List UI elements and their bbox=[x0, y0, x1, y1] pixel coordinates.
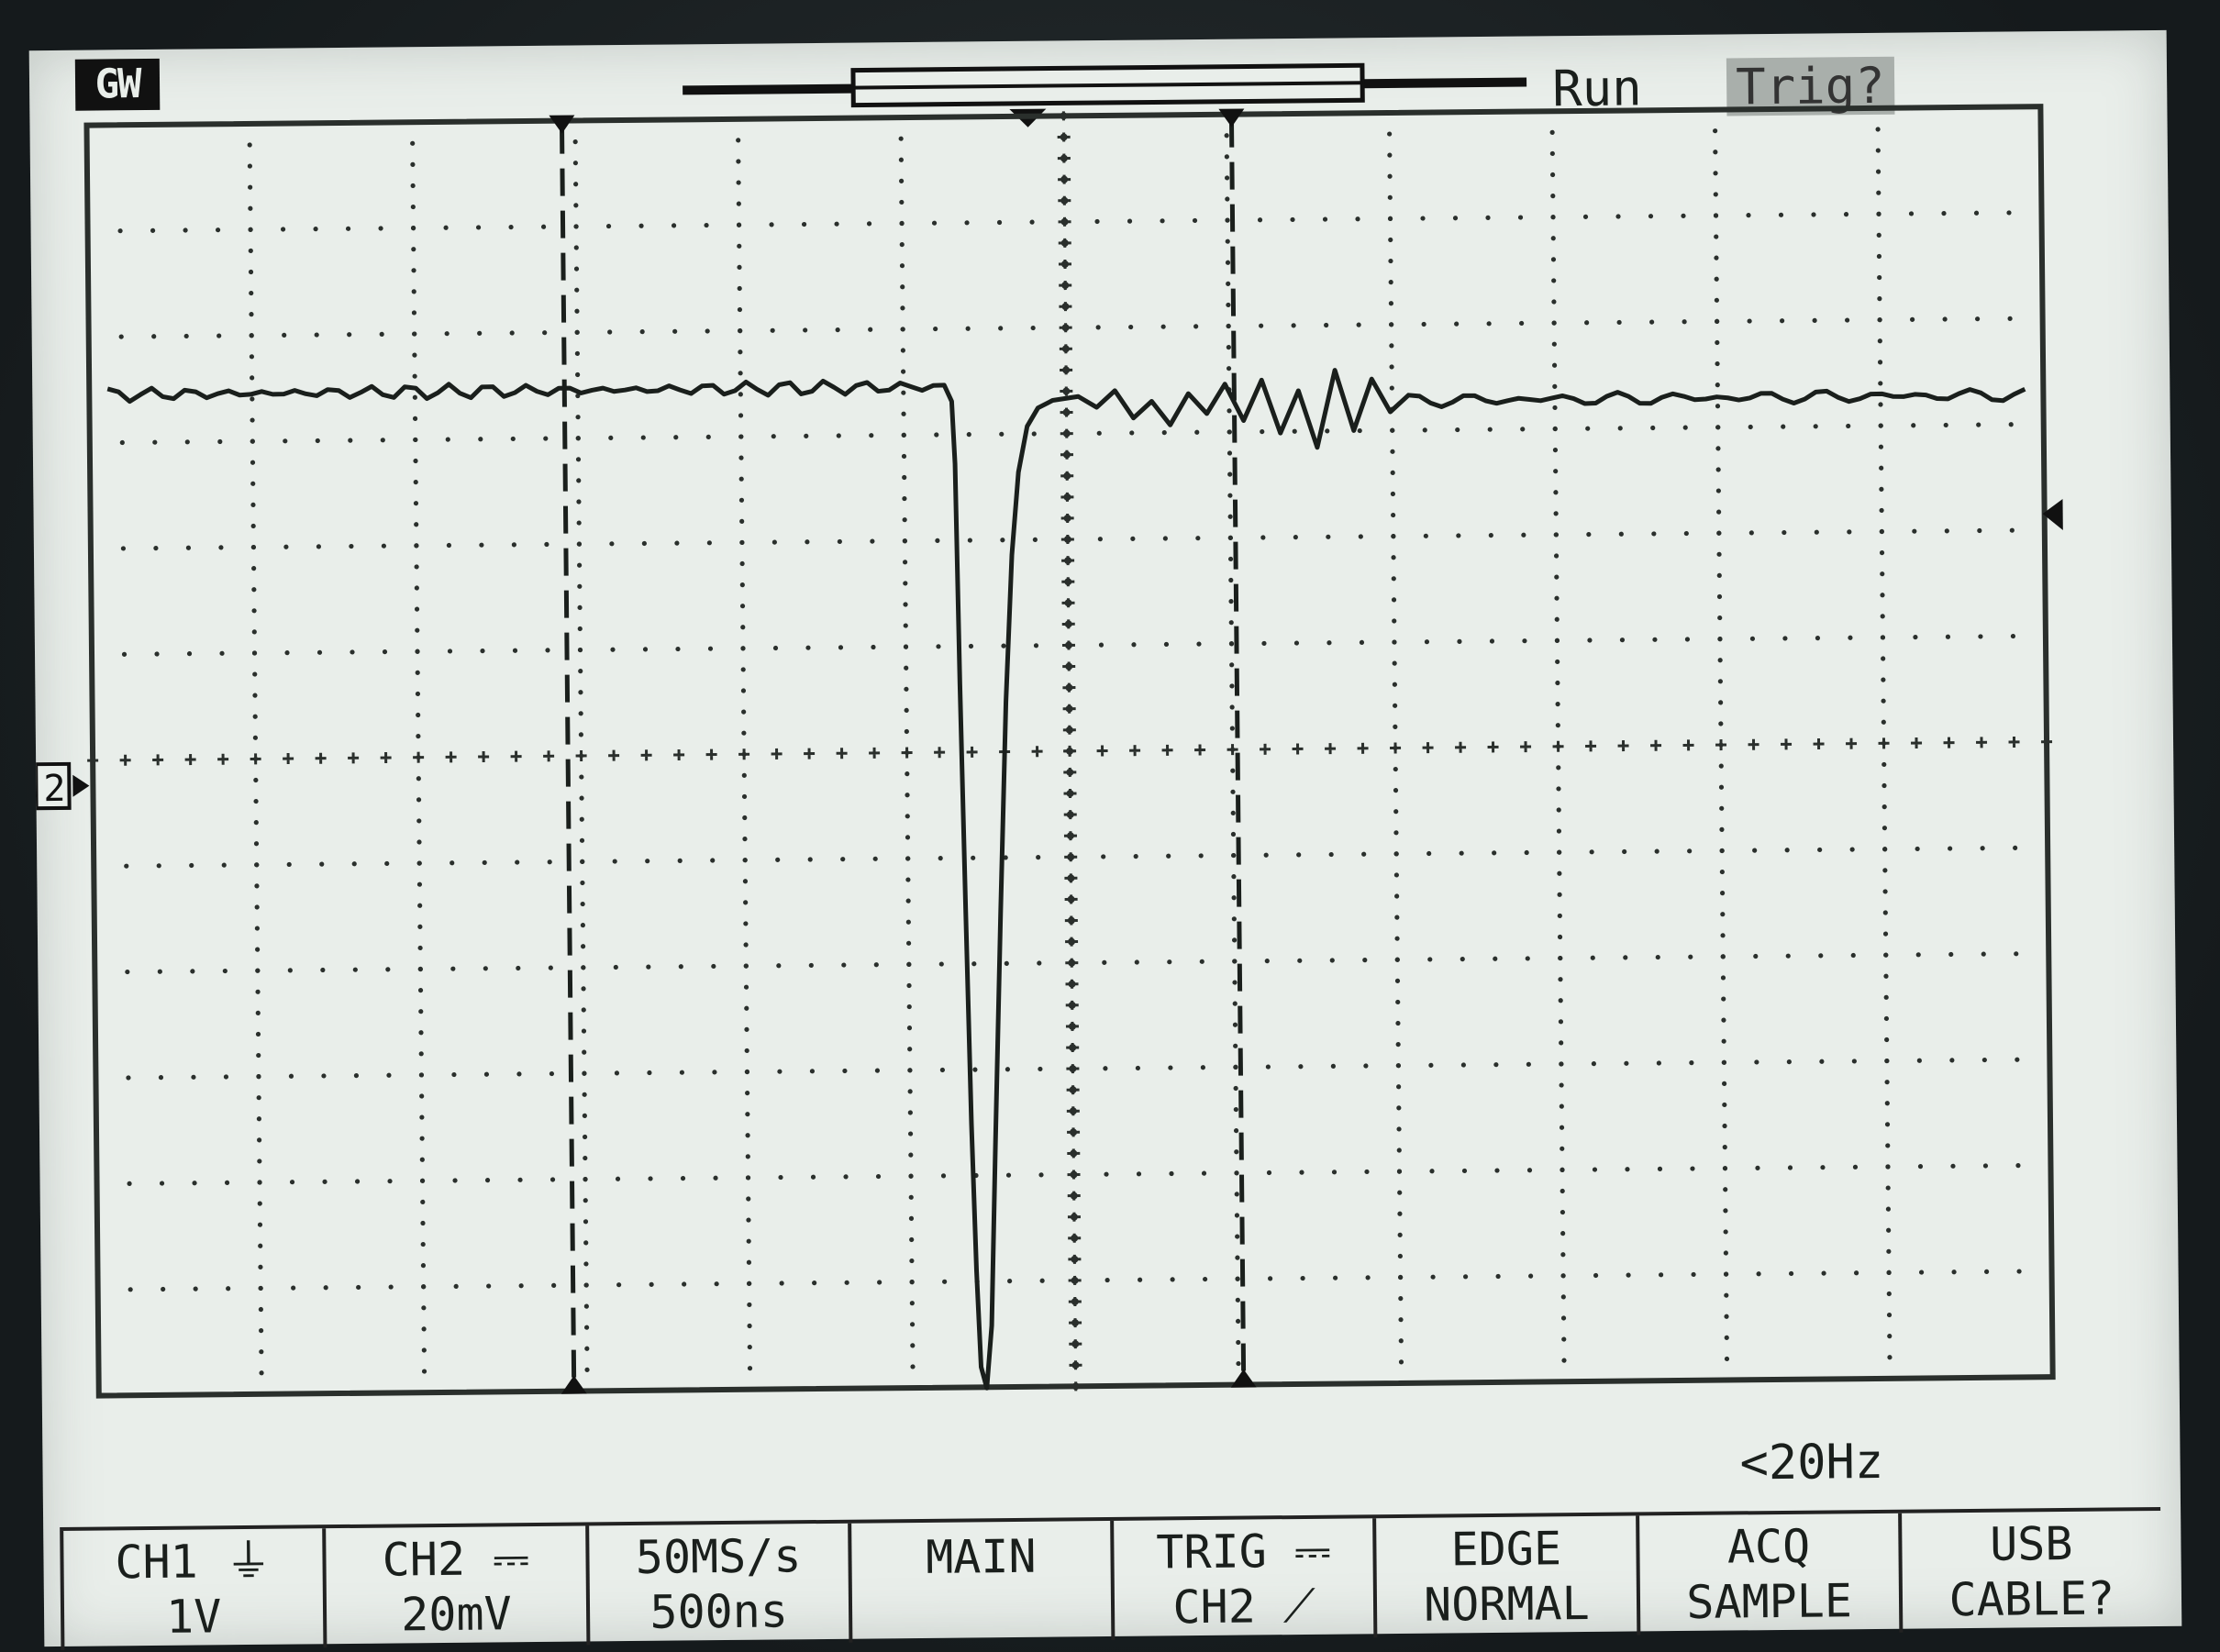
channel-2-marker: 2 bbox=[36, 764, 89, 811]
graticule-grid bbox=[81, 102, 2058, 1400]
softkey-label: ACQ bbox=[1727, 1519, 1811, 1575]
softkey-ch2[interactable]: CH2 ⎓ 20mV bbox=[322, 1525, 585, 1647]
softkey-menu: CH1 ⏚ 1V CH2 ⎓ 20mV 50MS/s 500ns MAIN TR… bbox=[60, 1507, 2161, 1650]
softkey-edge[interactable]: EDGE NORMAL bbox=[1372, 1515, 1636, 1637]
svg-text:2: 2 bbox=[43, 768, 66, 810]
softkey-timebase[interactable]: 50MS/s 500ns bbox=[585, 1524, 849, 1646]
softkey-ch1[interactable]: CH1 ⏚ 1V bbox=[60, 1528, 323, 1650]
softkey-trigger[interactable]: TRIG ⎓ CH2 ⟋ bbox=[1110, 1518, 1373, 1640]
softkey-usb[interactable]: USB CABLE? bbox=[1898, 1511, 2161, 1633]
softkey-value: NORMAL bbox=[1424, 1576, 1590, 1633]
softkey-value: 500ns bbox=[649, 1583, 788, 1639]
softkey-value: 20mV bbox=[401, 1586, 512, 1642]
trigger-frequency-readout: <20Hz bbox=[1739, 1435, 1883, 1491]
softkey-value: 1V bbox=[166, 1589, 222, 1645]
softkey-label: 50MS/s bbox=[636, 1528, 802, 1585]
softkey-label: CH2 ⎓ bbox=[382, 1531, 529, 1588]
softkey-label: USB bbox=[1990, 1516, 2073, 1572]
softkey-value: CABLE? bbox=[1948, 1570, 2115, 1627]
softkey-label: MAIN bbox=[926, 1529, 1037, 1585]
softkey-main[interactable]: MAIN bbox=[848, 1521, 1111, 1643]
softkey-value: CH2 ⟋ bbox=[1172, 1579, 1315, 1635]
softkey-value: SAMPLE bbox=[1686, 1573, 1852, 1630]
softkey-label: TRIG ⎓ bbox=[1156, 1524, 1331, 1580]
softkey-acquire[interactable]: ACQ SAMPLE bbox=[1636, 1513, 1899, 1635]
oscilloscope-screen: GW Run Trig? 2 bbox=[29, 30, 2182, 1646]
softkey-label: EDGE bbox=[1450, 1521, 1561, 1577]
waveform-display: 2 bbox=[29, 30, 2181, 1536]
softkey-label: CH1 ⏚ bbox=[115, 1534, 272, 1591]
